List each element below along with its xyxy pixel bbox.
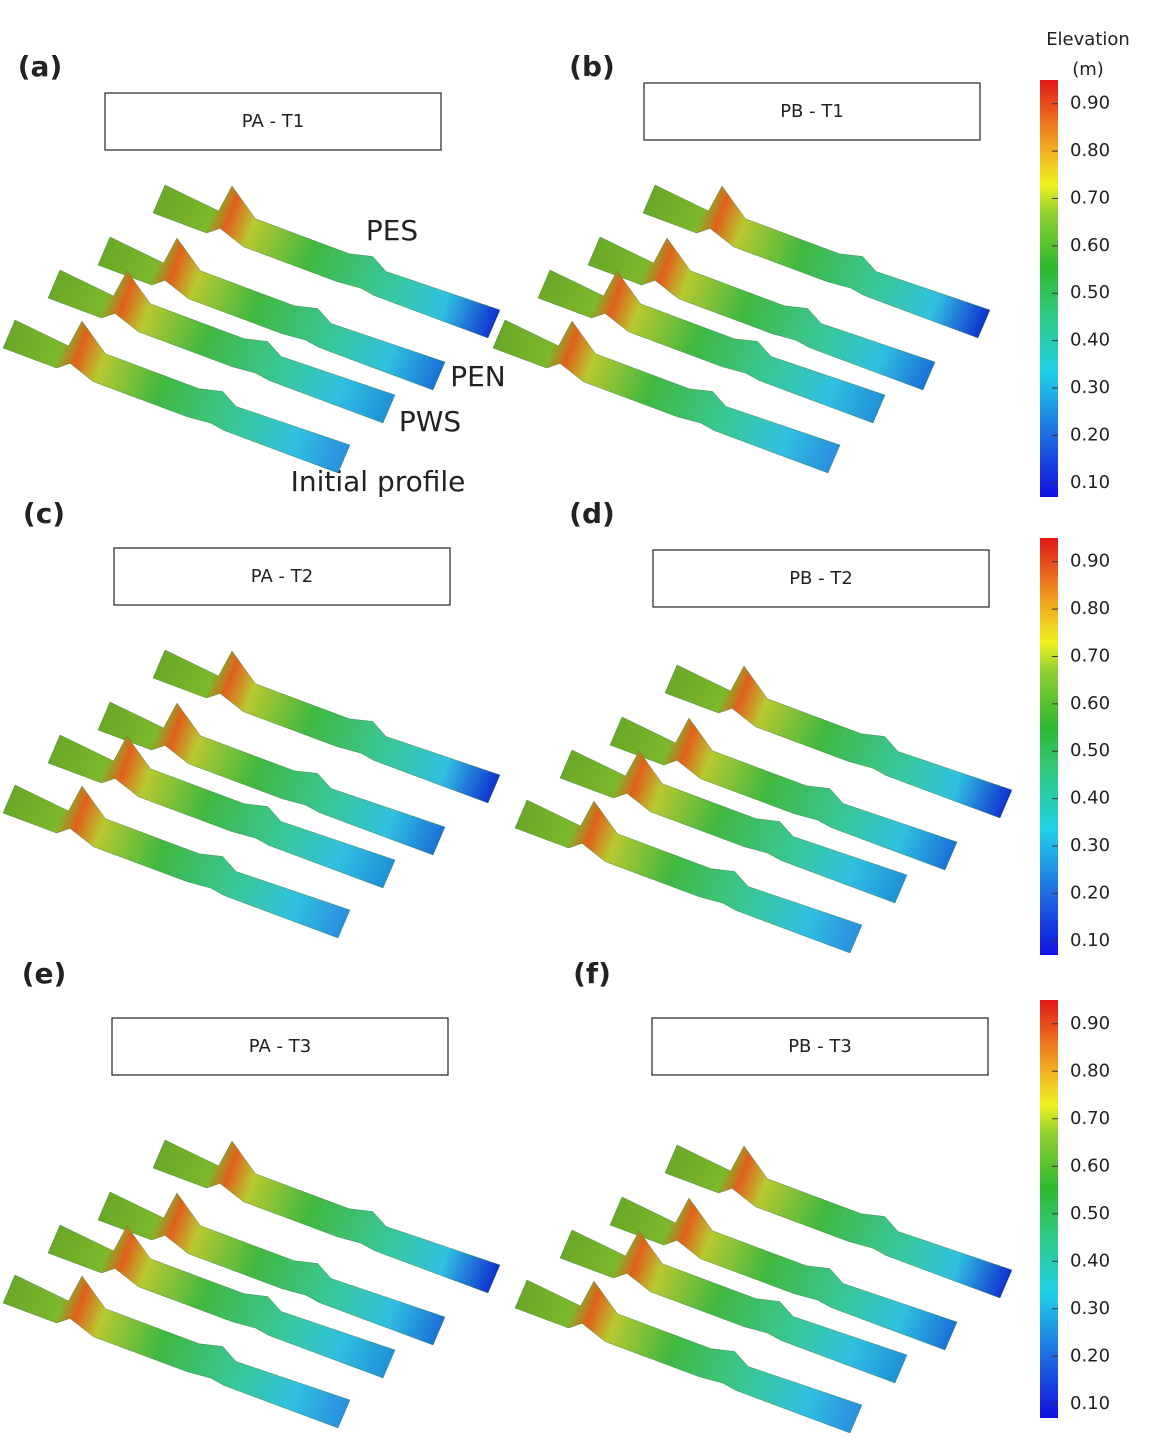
annotation: PES	[366, 214, 418, 247]
panel-label: (d)	[569, 497, 615, 530]
tick-label: 0.20	[1070, 1345, 1110, 1366]
panel-title: PA - T1	[242, 111, 304, 132]
tick-label: 0.50	[1070, 740, 1110, 761]
title-box	[643, 82, 981, 141]
annotation: PEN	[450, 360, 506, 393]
beach-surface	[514, 799, 863, 954]
annotation: Initial profile	[291, 465, 466, 498]
panel-label: (e)	[22, 957, 67, 990]
beach-surface	[152, 1139, 501, 1294]
beach-surface	[97, 236, 446, 391]
beach-surface	[514, 1279, 863, 1434]
panel-label: (c)	[23, 497, 65, 530]
tick-label: 0.90	[1070, 551, 1110, 572]
tick-label: 0.70	[1070, 645, 1110, 666]
panel-title: PB - T3	[788, 1036, 852, 1057]
tick-label: 0.40	[1070, 1250, 1110, 1271]
tick-label: 0.50	[1070, 282, 1110, 303]
tick-label: 0.60	[1070, 693, 1110, 714]
tick-label: 0.10	[1070, 930, 1110, 951]
tick-label: 0.60	[1070, 235, 1110, 256]
beach-surface	[609, 716, 958, 871]
tick-label: 0.10	[1070, 472, 1110, 493]
tick-label: 0.40	[1070, 788, 1110, 809]
tick-label: 0.30	[1070, 1298, 1110, 1319]
beach-surface	[664, 664, 1013, 819]
panel-label: (a)	[18, 50, 63, 83]
beach-surface	[664, 1144, 1013, 1299]
panel-title: PA - T3	[249, 1036, 311, 1057]
tick-label: 0.50	[1070, 1203, 1110, 1224]
tick-label: 0.90	[1070, 93, 1110, 114]
tick-label: 0.20	[1070, 424, 1110, 445]
beach-surface	[559, 1229, 908, 1384]
title-box	[111, 1017, 449, 1076]
tick-label: 0.30	[1070, 377, 1110, 398]
tick-label: 0.70	[1070, 187, 1110, 208]
panel-title: PB - T2	[789, 568, 853, 589]
panel-title: PB - T1	[780, 101, 844, 122]
tick-label: 0.30	[1070, 835, 1110, 856]
tick-label: 0.80	[1070, 1060, 1110, 1081]
beach-surface	[47, 269, 396, 424]
beach-surface	[537, 269, 886, 424]
beach-surface	[492, 319, 841, 474]
tick-label: 0.70	[1070, 1108, 1110, 1129]
tick-label: 0.80	[1070, 140, 1110, 161]
beach-surface	[559, 749, 908, 904]
tick-label: 0.90	[1070, 1013, 1110, 1034]
colorbar	[1040, 80, 1058, 497]
beach-surface	[97, 701, 446, 856]
colorbar	[1040, 538, 1058, 955]
beach-surface	[152, 649, 501, 804]
beach-surface	[642, 184, 991, 339]
title-box	[651, 1017, 989, 1076]
title-box	[652, 549, 990, 608]
beach-surface	[587, 236, 936, 391]
beach-surface	[2, 319, 351, 474]
colorbar	[1040, 1000, 1058, 1418]
colorbar-unit: (m)	[1072, 59, 1104, 80]
panel-label: (f)	[573, 957, 611, 990]
tick-label: 0.20	[1070, 882, 1110, 903]
title-box	[104, 92, 442, 151]
tick-label: 0.60	[1070, 1155, 1110, 1176]
title-box	[113, 547, 451, 606]
beach-surface	[2, 784, 351, 939]
tick-label: 0.40	[1070, 330, 1110, 351]
annotation: PWS	[399, 405, 461, 438]
beach-surface	[152, 184, 501, 339]
colorbar-title: Elevation	[1046, 29, 1130, 50]
beach-surface	[47, 1224, 396, 1379]
beach-surface	[609, 1196, 958, 1351]
panel-title: PA - T2	[251, 566, 313, 587]
tick-label: 0.10	[1070, 1393, 1110, 1414]
beach-surface	[97, 1191, 446, 1346]
beach-surface	[2, 1274, 351, 1429]
tick-label: 0.80	[1070, 598, 1110, 619]
panel-label: (b)	[569, 50, 615, 83]
beach-surface	[47, 734, 396, 889]
